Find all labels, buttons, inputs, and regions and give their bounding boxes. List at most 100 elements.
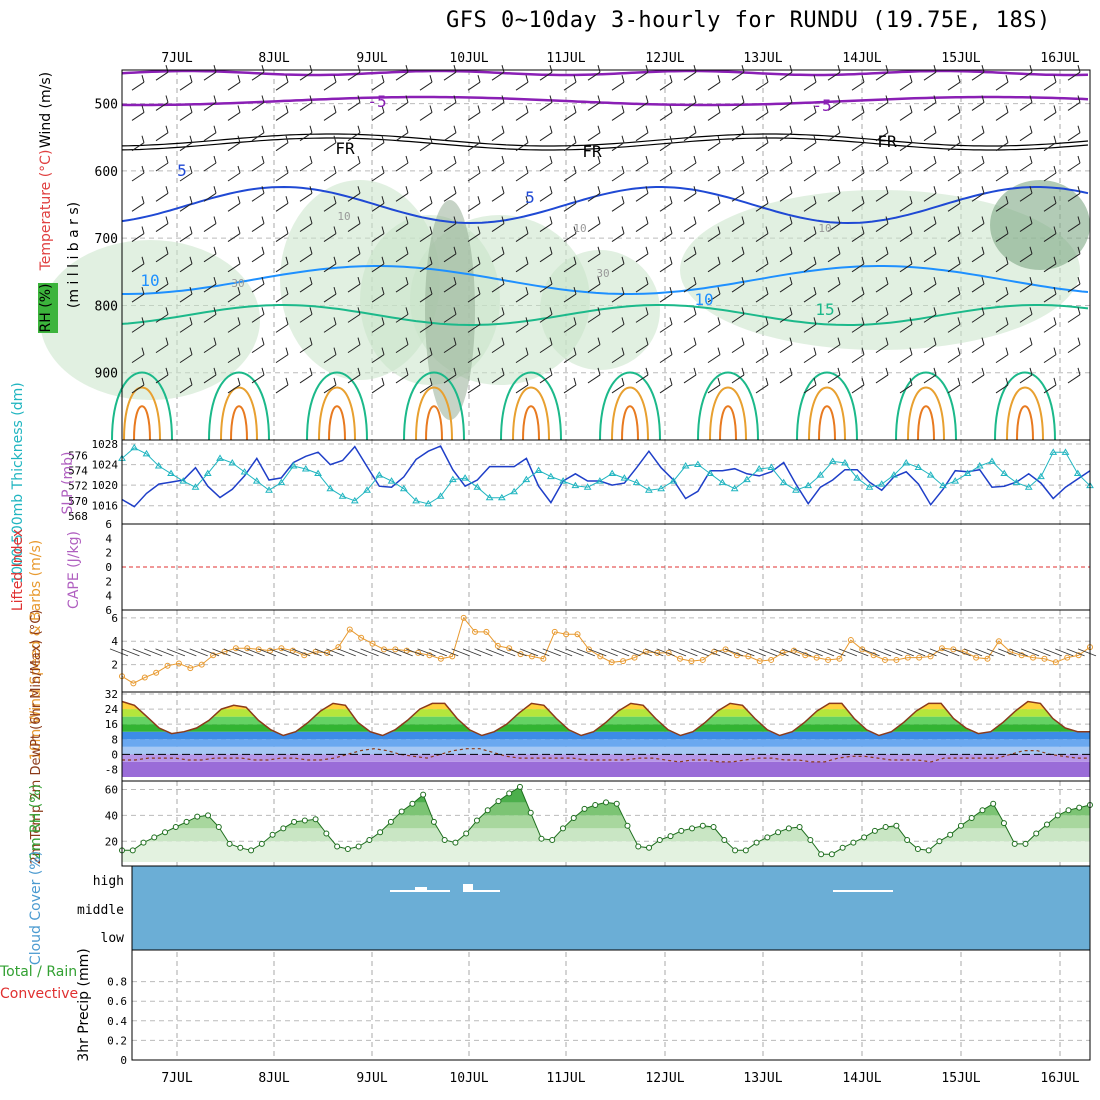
wind10-barb (440, 648, 459, 657)
rh-point (904, 836, 911, 843)
wind-barb (525, 286, 529, 295)
thickness-tick: 572 (68, 480, 88, 493)
wind-barb (429, 165, 433, 174)
wind-barb (573, 75, 577, 83)
wind-speed-point (369, 640, 376, 647)
wind-barb (741, 307, 745, 315)
wind-speed-point (1075, 652, 1082, 659)
wind-barb (971, 102, 985, 111)
wind-barb (1043, 112, 1057, 121)
wind-barb (707, 142, 721, 152)
wind-barb (275, 263, 289, 273)
wind10-barb (200, 648, 220, 657)
contour-30 (425, 405, 443, 441)
thickness-point (326, 484, 335, 492)
wind-barb (203, 374, 217, 384)
thickness-point (191, 483, 200, 490)
wind-barb (587, 344, 601, 354)
wind-barb (429, 196, 433, 204)
wind-barb (1029, 367, 1033, 376)
wind-barb (971, 132, 985, 142)
wind-barb (837, 65, 841, 73)
wind-barb (923, 102, 937, 111)
wind-barb (165, 155, 169, 164)
wind-barb (227, 233, 241, 242)
date-label-bottom: 9JUL (356, 1071, 387, 1086)
wind-barb (357, 276, 361, 285)
wind-barb (813, 256, 817, 264)
wind-barb (995, 112, 1009, 121)
wind-speed-point (130, 680, 137, 687)
rh-point (732, 847, 739, 854)
wind-speed-point (677, 655, 684, 662)
wind-barb (453, 276, 457, 285)
wind-barb (347, 253, 361, 263)
wind-barb (189, 347, 193, 355)
wind-barb (645, 125, 649, 133)
wind-speed-point (733, 652, 740, 659)
thickness-point (571, 481, 580, 489)
wind-barb (515, 142, 529, 152)
wind-barb (1019, 374, 1033, 384)
wind-barb (611, 384, 625, 394)
wind-barb (395, 162, 409, 172)
wind-barb (669, 226, 673, 234)
rh-point (635, 843, 642, 850)
wind-barb (491, 223, 505, 232)
wind-barb (731, 344, 745, 354)
wind-barb (885, 246, 889, 254)
contour-label: 30 (596, 267, 609, 280)
wind-barb (165, 186, 169, 194)
wind-barb (299, 102, 313, 111)
wind10-barb (884, 648, 903, 657)
wind-barb (275, 202, 289, 212)
wind-barb (875, 283, 889, 293)
wind-barb (299, 344, 313, 354)
thickness-point (1061, 448, 1070, 455)
rh-point (1033, 830, 1040, 837)
wind-barb (659, 323, 673, 333)
wind-barb (155, 102, 169, 111)
wind-barb (957, 256, 961, 264)
wind10-barb (861, 648, 880, 657)
wind-barb (837, 95, 841, 103)
thickness-point (902, 458, 911, 466)
wind-barb (669, 347, 673, 355)
wind-barb (155, 71, 169, 81)
thickness-point (130, 443, 139, 451)
wind-barb (635, 71, 649, 81)
wind-barb (453, 307, 457, 315)
wind-barb (933, 155, 937, 164)
date-label-bottom: 13JUL (743, 1071, 782, 1086)
wind-barb (309, 276, 313, 285)
wind-barb (1043, 202, 1057, 212)
wind-barb (237, 347, 241, 355)
wind-barb (501, 186, 505, 194)
slp-tick: 1024 (92, 459, 119, 472)
contour-10 (122, 265, 1089, 295)
wind-barb (429, 377, 433, 386)
thickness-point (179, 477, 188, 484)
wind10-barb (679, 648, 698, 657)
wind-barb (813, 286, 817, 295)
wind10-barb (1009, 648, 1028, 657)
wind-barb (803, 354, 817, 364)
wind-barb (707, 112, 721, 121)
wind-barb (227, 81, 241, 91)
wind10-barb (371, 648, 391, 657)
wind-barb (683, 102, 697, 111)
date-label-bottom: 16JUL (1040, 1071, 1079, 1086)
wind-barb (165, 95, 169, 103)
wind-barb (525, 165, 529, 174)
wind-barb (381, 196, 385, 204)
wind-barb (323, 354, 337, 364)
thickness-point (289, 462, 298, 469)
wind-barb (1005, 226, 1009, 234)
wind-barb (717, 105, 721, 113)
rh-point (775, 829, 782, 836)
wind-barb (635, 313, 649, 323)
rh-point (742, 847, 749, 854)
thickness-point (203, 469, 212, 477)
temp-band (122, 724, 1090, 732)
wind-barb (813, 347, 817, 355)
